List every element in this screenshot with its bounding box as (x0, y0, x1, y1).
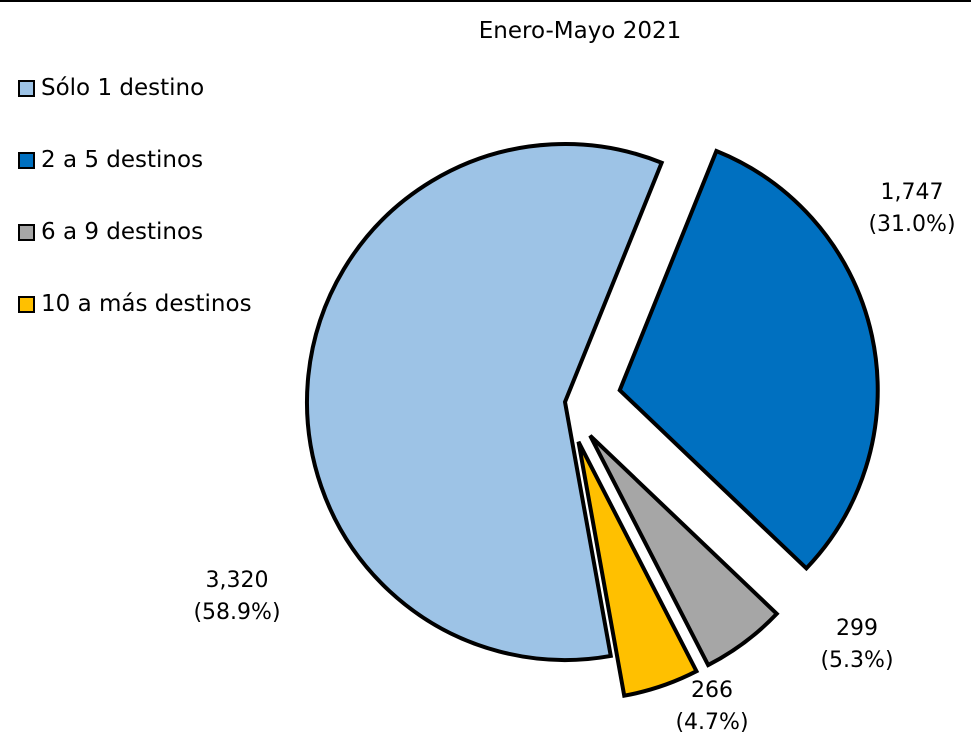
data-label-2-a-5-destinos-value: 1,747 (881, 180, 944, 205)
pie-slice-3 (576, 440, 700, 699)
pie-slice-2 (588, 434, 780, 668)
legend-item-10-a-mas-destinos: 10 a más destinos (18, 286, 252, 322)
legend-swatch-icon (18, 295, 35, 313)
legend-swatch-icon (18, 151, 35, 169)
chart-title: Enero-Mayo 2021 (478, 18, 682, 44)
chart-legend: Sólo 1 destino 2 a 5 destinos 6 a 9 dest… (18, 70, 252, 358)
data-label-solo-1-destino-value: 3,320 (206, 568, 269, 593)
data-label-solo-1-destino-percent: (58.9%) (193, 600, 280, 625)
legend-swatch-icon (18, 223, 35, 241)
legend-item-2-a-5-destinos: 2 a 5 destinos (18, 142, 252, 178)
data-label-10-a-mas-destinos-percent: (4.7%) (675, 710, 748, 735)
data-label-6-a-9-destinos-percent: (5.3%) (820, 648, 893, 673)
legend-label: 10 a más destinos (41, 291, 252, 317)
pie-slice-1 (617, 148, 880, 572)
legend-label: 6 a 9 destinos (41, 219, 204, 245)
data-label-2-a-5-destinos-percent: (31.0%) (868, 212, 955, 237)
data-label-6-a-9-destinos-value: 299 (836, 616, 878, 641)
legend-swatch-icon (18, 79, 35, 97)
top-border (0, 0, 971, 2)
legend-label: 2 a 5 destinos (41, 147, 204, 173)
pie-slice-0 (304, 142, 665, 662)
legend-label: Sólo 1 destino (41, 75, 205, 101)
legend-item-solo-1-destino: Sólo 1 destino (18, 70, 252, 106)
legend-item-6-a-9-destinos: 6 a 9 destinos (18, 214, 252, 250)
data-label-10-a-mas-destinos-value: 266 (691, 678, 733, 703)
pie-slices (304, 142, 880, 699)
